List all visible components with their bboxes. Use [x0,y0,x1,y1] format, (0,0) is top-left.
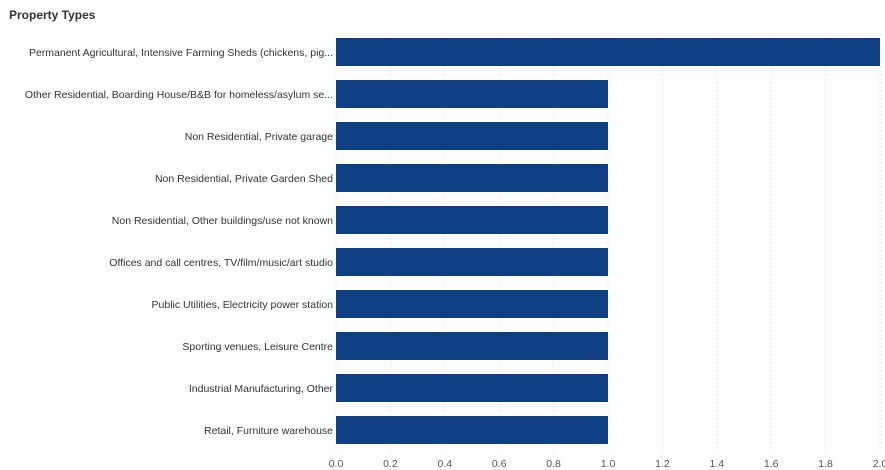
x-tick-label: 1.4 [709,458,724,470]
x-tick-label: 0.8 [546,458,561,470]
x-tick-label: 0.2 [383,458,398,470]
bar[interactable] [336,248,608,276]
category-label: Permanent Agricultural, Intensive Farmin… [29,47,333,59]
x-tick-label: 1.2 [655,458,670,470]
x-tick-label: 1.0 [601,458,616,470]
category-label: Non Residential, Other buildings/use not… [112,215,333,227]
bars [336,38,880,444]
category-label: Other Residential, Boarding House/B&B fo… [25,89,333,101]
bar[interactable] [336,290,608,318]
category-label: Offices and call centres, TV/film/music/… [109,257,333,269]
bar[interactable] [336,374,608,402]
bar[interactable] [336,80,608,108]
bar[interactable] [336,206,608,234]
bar[interactable] [336,332,608,360]
x-tick-label: 2.0 [873,458,885,470]
x-tick-label: 1.6 [764,458,779,470]
category-label: Industrial Manufacturing, Other [189,383,334,395]
chart-title: Property Types [9,8,96,22]
bar[interactable] [336,122,608,150]
category-label: Non Residential, Private Garden Shed [155,173,333,185]
x-tick-label: 1.8 [818,458,833,470]
x-tick-label: 0.6 [492,458,507,470]
category-label: Non Residential, Private garage [185,131,333,143]
x-axis-ticks: 0.0 0.2 0.4 0.6 0.8 1.0 1.2 1.4 1.6 1.8 2.0 [329,458,885,470]
bar[interactable] [336,164,608,192]
category-label: Public Utilities, Electricity power stat… [152,299,334,311]
bar[interactable] [336,416,608,444]
category-label: Sporting venues, Leisure Centre [182,341,333,353]
x-tick-label: 0.4 [437,458,452,470]
x-tick-label: 0.0 [329,458,344,470]
bar[interactable] [336,38,880,66]
category-label: Retail, Furniture warehouse [204,425,333,437]
category-labels: Permanent Agricultural, Intensive Farmin… [25,47,334,437]
